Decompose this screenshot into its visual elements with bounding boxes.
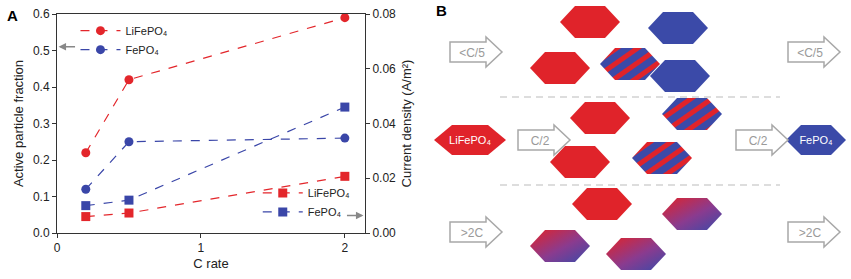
svg-text:0.3: 0.3: [33, 117, 50, 131]
svg-text:FePO₄: FePO₄: [125, 44, 159, 56]
svg-text:2: 2: [342, 241, 349, 255]
svg-text:0.02: 0.02: [372, 171, 396, 185]
svg-text:0.1: 0.1: [33, 190, 50, 204]
svg-text:C/2: C/2: [749, 134, 768, 148]
svg-text:LiFePO₄: LiFePO₄: [308, 187, 350, 199]
svg-text:0: 0: [54, 241, 61, 255]
svg-text:Active particle fraction: Active particle fraction: [11, 60, 26, 187]
svg-text:LiFePO₄: LiFePO₄: [449, 134, 491, 146]
svg-text:0.5: 0.5: [33, 44, 50, 58]
svg-text:>2C: >2C: [461, 226, 484, 240]
svg-text:<C/5: <C/5: [459, 46, 485, 60]
svg-text:0.06: 0.06: [372, 62, 396, 76]
svg-text:FePO₄: FePO₄: [308, 206, 342, 218]
svg-text:0.6: 0.6: [33, 7, 50, 21]
svg-text:0.08: 0.08: [372, 7, 396, 21]
svg-text:C/2: C/2: [531, 134, 550, 148]
svg-text:0.04: 0.04: [372, 117, 396, 131]
svg-text:>2C: >2C: [799, 226, 822, 240]
svg-text:FePO₄: FePO₄: [799, 134, 833, 146]
svg-text:0.00: 0.00: [372, 226, 396, 240]
svg-text:<C/5: <C/5: [797, 46, 823, 60]
svg-text:0.4: 0.4: [33, 80, 50, 94]
svg-text:LiFePO₄: LiFePO₄: [125, 25, 167, 37]
svg-text:0.0: 0.0: [33, 226, 50, 240]
svg-text:Current density (A/m²): Current density (A/m²): [399, 60, 414, 188]
svg-text:0.2: 0.2: [33, 153, 50, 167]
svg-text:A: A: [7, 7, 18, 24]
svg-text:1: 1: [198, 241, 205, 255]
svg-text:B: B: [436, 2, 447, 19]
svg-text:C rate: C rate: [193, 256, 228, 271]
